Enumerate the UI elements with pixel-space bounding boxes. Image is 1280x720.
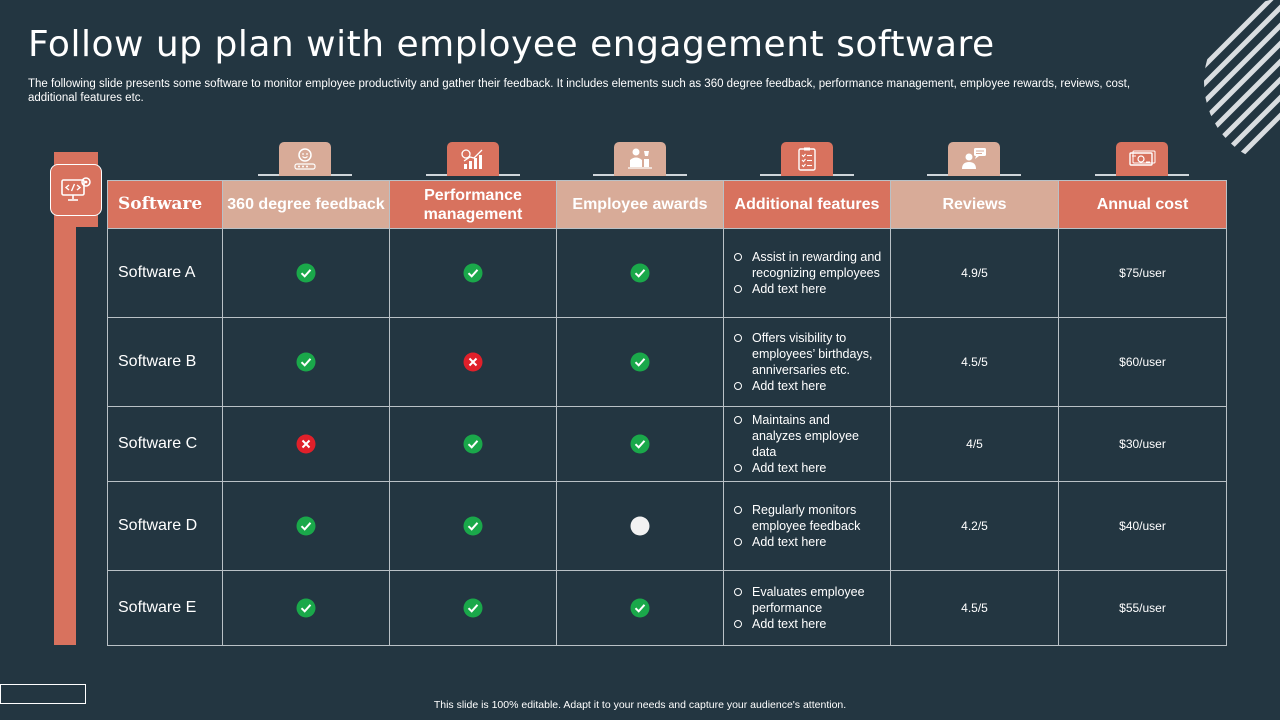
performance-cell [389,317,557,407]
features-cell: Evaluates employee performance Add text h… [723,570,891,646]
awards-cell [556,317,724,407]
feature-item: Offers visibility to employees’ birthday… [734,330,882,378]
code-monitor-icon [50,164,102,216]
performance-cell [389,228,557,318]
table-row: Software B Offers visibility to employees… [107,317,1227,407]
feature-item: Regularly monitors employee feedback [734,502,882,534]
awards-cell [556,570,724,646]
checklist-clipboard-icon [781,142,833,176]
feedback-cell [222,228,390,318]
feature-item: Add text here [734,460,882,476]
reviews-cell: 4.2/5 [890,481,1059,571]
feature-item: Add text here [734,616,882,632]
features-cell: Maintains and analyzes employee data Add … [723,406,891,482]
features-list: Evaluates employee performance Add text h… [734,584,882,632]
header-awards: Employee awards [556,180,724,229]
award-podium-icon [614,142,666,176]
feedback-cell [222,406,390,482]
feedback-cell [222,570,390,646]
features-list: Assist in rewarding and recognizing empl… [734,249,882,297]
cross-icon [463,352,483,372]
software-name: Software C [107,406,223,482]
growth-chart-icon [447,142,499,176]
check-icon [296,263,316,283]
awards-cell [556,406,724,482]
check-icon [296,352,316,372]
performance-cell [389,481,557,571]
software-name: Software E [107,570,223,646]
cross-icon [296,434,316,454]
slide-subtitle: The following slide presents some softwa… [28,78,1131,104]
left-accent-bar-cutout [76,227,98,645]
feature-item: Maintains and analyzes employee data [734,412,882,460]
cost-cell: $60/user [1058,317,1227,407]
features-cell: Assist in rewarding and recognizing empl… [723,228,891,318]
user-chat-icon [948,142,1000,176]
performance-cell [389,570,557,646]
table-row: Software E Evaluates employee performance… [107,570,1227,646]
reviews-cell: 4.5/5 [890,570,1059,646]
awards-cell [556,228,724,318]
performance-cell [389,406,557,482]
feature-item: Add text here [734,378,882,394]
software-name: Software D [107,481,223,571]
features-cell: Regularly monitors employee feedback Add … [723,481,891,571]
software-name: Software B [107,317,223,407]
reviews-cell: 4.9/5 [890,228,1059,318]
cost-cell: $75/user [1058,228,1227,318]
money-icon [1116,142,1168,176]
feature-item: Evaluates employee performance [734,584,882,616]
check-icon [630,434,650,454]
cost-cell: $30/user [1058,406,1227,482]
features-list: Maintains and analyzes employee data Add … [734,412,882,476]
check-icon [630,352,650,372]
feature-item: Add text here [734,534,882,550]
software-comparison-table: Software 360 degree feedback Performance… [107,180,1227,646]
slide-footer: This slide is 100% editable. Adapt it to… [433,699,847,711]
feature-item: Assist in rewarding and recognizing empl… [734,249,882,281]
check-icon [296,516,316,536]
reviews-cell: 4.5/5 [890,317,1059,407]
check-icon [630,263,650,283]
empty-circle-icon [630,516,650,536]
cost-cell: $55/user [1058,570,1227,646]
header-performance: Performance management [389,180,557,229]
features-cell: Offers visibility to employees’ birthday… [723,317,891,407]
check-icon [630,598,650,618]
check-icon [463,598,483,618]
table-row: Software D Regularly monitors employee fe… [107,481,1227,571]
software-name: Software A [107,228,223,318]
corner-stripes-decoration [1204,0,1280,166]
header-360-feedback: 360 degree feedback [222,180,390,229]
reviews-cell: 4/5 [890,406,1059,482]
feedback-cell [222,481,390,571]
check-icon [463,434,483,454]
table-row: Software A Assist in rewarding and recogn… [107,228,1227,318]
features-list: Regularly monitors employee feedback Add … [734,502,882,550]
table-header-row: Software 360 degree feedback Performance… [107,180,1227,229]
awards-cell [556,481,724,571]
header-cost: Annual cost [1058,180,1227,229]
check-icon [296,598,316,618]
cost-cell: $40/user [1058,481,1227,571]
table-row: Software C Maintains and analyzes employe… [107,406,1227,482]
check-icon [463,516,483,536]
header-reviews: Reviews [890,180,1059,229]
check-icon [463,263,483,283]
smiley-rating-icon [279,142,331,176]
feedback-cell [222,317,390,407]
header-software: Software [107,180,223,229]
header-features: Additional features [723,180,891,229]
outline-box [0,684,86,704]
left-accent-bar [54,152,76,645]
feature-item: Add text here [734,281,882,297]
slide-title: Follow up plan with employee engagement … [28,24,995,65]
features-list: Offers visibility to employees’ birthday… [734,330,882,394]
